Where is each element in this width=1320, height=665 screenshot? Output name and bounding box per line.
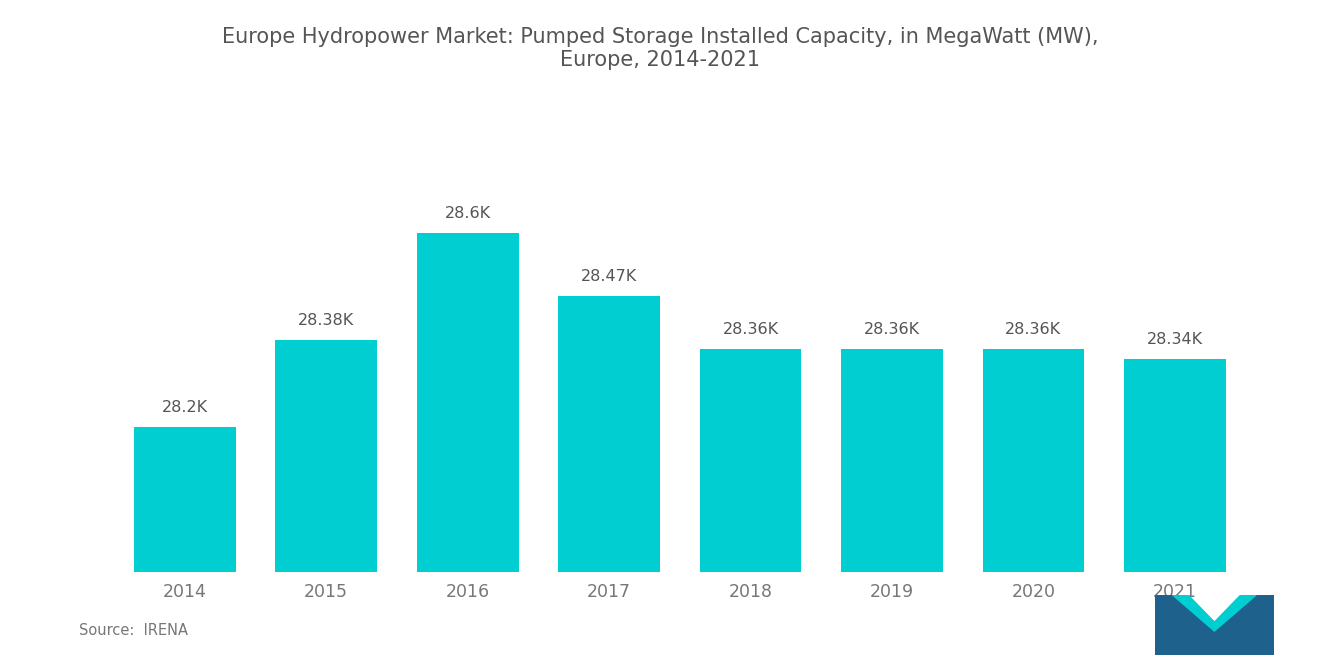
Bar xyxy=(558,296,660,572)
Bar xyxy=(1123,359,1226,572)
Text: 28.36K: 28.36K xyxy=(863,323,920,337)
Text: 28.6K: 28.6K xyxy=(445,206,491,221)
Bar xyxy=(982,349,1084,572)
Polygon shape xyxy=(1155,595,1274,655)
Bar xyxy=(133,427,236,572)
Bar xyxy=(700,349,801,572)
Bar xyxy=(417,233,519,572)
Text: 28.36K: 28.36K xyxy=(1006,323,1061,337)
Text: 28.47K: 28.47K xyxy=(581,269,638,284)
Bar xyxy=(276,340,378,572)
Text: 28.34K: 28.34K xyxy=(1147,332,1203,347)
Text: 28.36K: 28.36K xyxy=(722,323,779,337)
Polygon shape xyxy=(1172,595,1257,631)
Text: 28.2K: 28.2K xyxy=(161,400,207,415)
Text: Source:  IRENA: Source: IRENA xyxy=(79,623,189,638)
Bar xyxy=(841,349,942,572)
Text: Europe Hydropower Market: Pumped Storage Installed Capacity, in MegaWatt (MW),
E: Europe Hydropower Market: Pumped Storage… xyxy=(222,27,1098,70)
Text: 28.38K: 28.38K xyxy=(298,313,354,328)
